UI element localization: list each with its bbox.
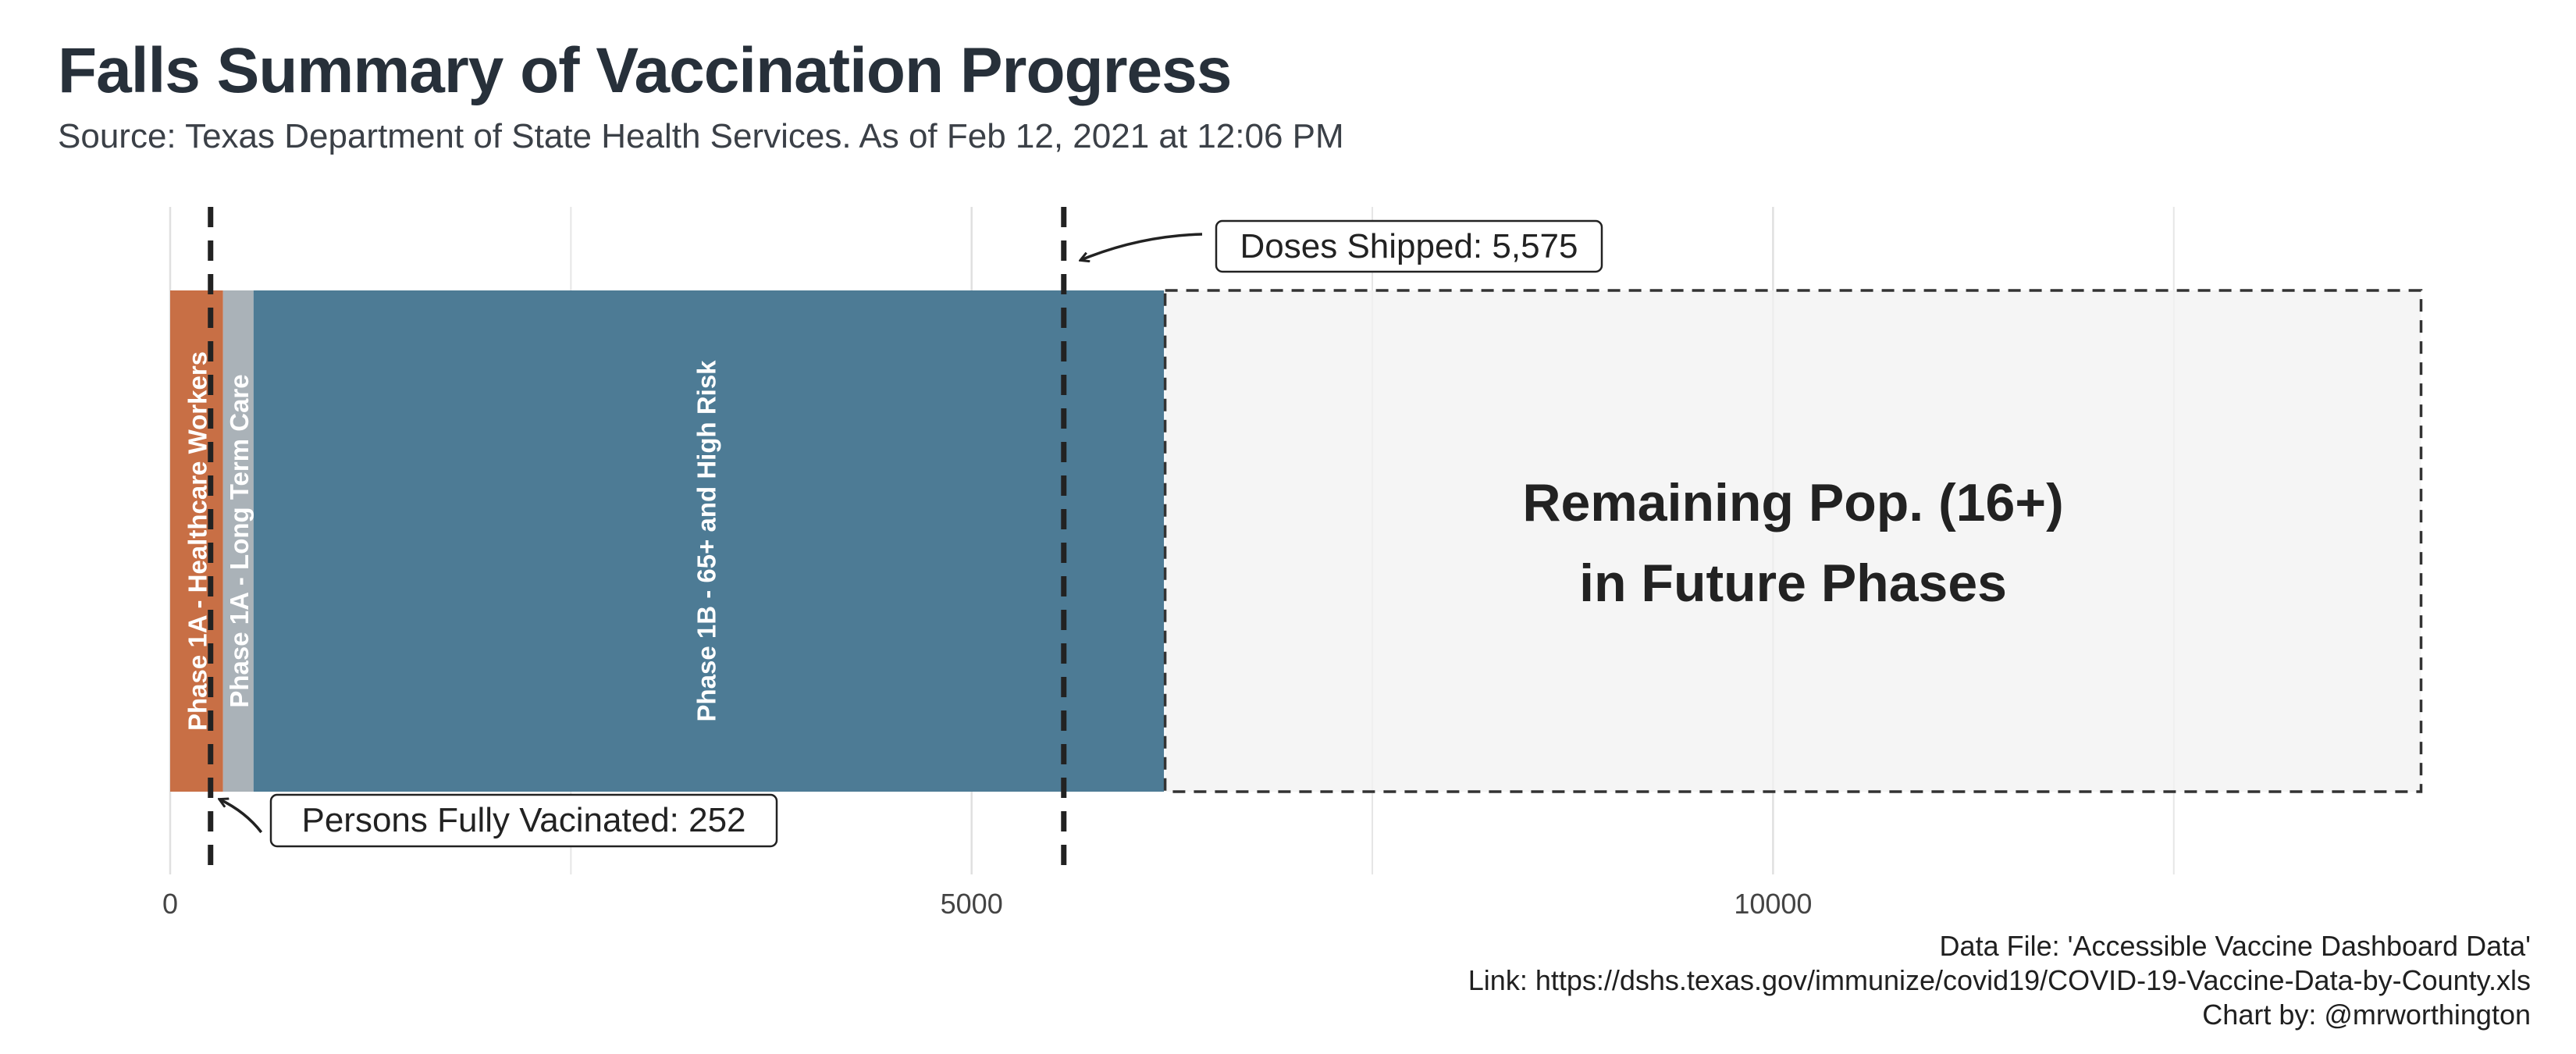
annotation-box-fully-vaccinated <box>269 793 778 848</box>
bar-phase-1a-ltc <box>222 290 254 792</box>
chart-caption: Data File: 'Accessible Vaccine Dashboard… <box>1468 929 2531 1032</box>
label-phase-1a-ltc: Phase 1A - Long Term Care <box>225 374 254 707</box>
caption-data-file: Data File: 'Accessible Vaccine Dashboard… <box>1939 930 2531 962</box>
label-phase-1b: Phase 1B - 65+ and High Risk <box>692 360 721 722</box>
label-remaining-line2: in Future Phases <box>1579 554 2007 613</box>
caption-link[interactable]: Link: https://dshs.texas.gov/immunize/co… <box>1468 964 2531 996</box>
caption-author: Chart by: @mrworthington <box>2202 999 2531 1031</box>
arrow-fully-vaccinated <box>220 799 263 834</box>
label-remaining-line1: Remaining Pop. (16+) <box>1522 473 2063 532</box>
annotation-box-doses-shipped <box>1215 219 1603 273</box>
arrow-doses-shipped <box>1081 233 1203 260</box>
bar-remaining <box>1163 289 2423 793</box>
x-tick-label: 5000 <box>941 888 1003 920</box>
chart-title: Falls Summary of Vaccination Progress <box>58 35 1232 106</box>
x-tick-label: 0 <box>162 888 178 920</box>
bar-phase-1a-healthcare <box>170 290 223 792</box>
x-tick-label: 10000 <box>1734 888 1812 920</box>
label-phase-1a-healthcare: Phase 1A - Healthcare Workers <box>183 351 212 731</box>
chart-subtitle: Source: Texas Department of State Health… <box>58 117 1344 155</box>
annotation-fully-vaccinated: Persons Fully Vacinated: 252 <box>301 801 745 839</box>
bar-phase-1b <box>253 290 1165 792</box>
annotation-doses-shipped: Doses Shipped: 5,575 <box>1240 227 1578 265</box>
